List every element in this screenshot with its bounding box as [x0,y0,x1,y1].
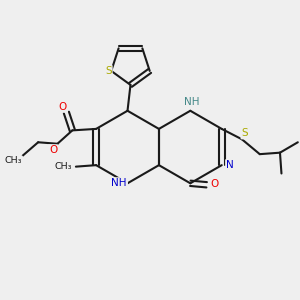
Text: N: N [226,160,234,170]
Text: CH₃: CH₃ [55,162,72,171]
Text: O: O [210,179,218,189]
Text: NH: NH [111,178,127,188]
Text: NH: NH [184,98,200,107]
Text: O: O [49,145,57,155]
Text: CH₃: CH₃ [4,157,22,166]
Text: S: S [105,66,112,76]
Text: S: S [242,128,248,138]
Text: O: O [59,102,67,112]
